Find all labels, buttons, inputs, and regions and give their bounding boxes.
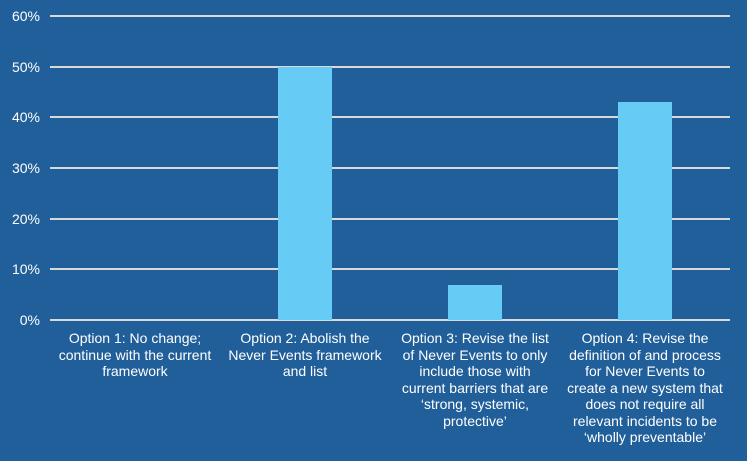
x-category-label: Option 1: No change; continue with the c… xyxy=(58,330,212,379)
y-tick-label: 20% xyxy=(11,210,40,227)
gridline xyxy=(50,116,730,119)
gridline xyxy=(50,217,730,220)
x-category-label: Option 3: Revise the list of Never Event… xyxy=(401,330,549,429)
y-tick-label: 30% xyxy=(11,160,40,176)
bar xyxy=(278,66,332,320)
y-tick-label: 60% xyxy=(11,8,40,24)
y-tick-label: 0% xyxy=(19,312,40,328)
x-category-label: Option 2: Abolish the Never Events frame… xyxy=(228,330,382,379)
y-tick-label: 50% xyxy=(11,58,40,75)
bar xyxy=(618,102,672,320)
y-tick-label: 40% xyxy=(11,109,40,126)
gridline xyxy=(50,65,730,68)
gridline xyxy=(50,167,730,169)
gridline xyxy=(50,15,730,17)
gridline xyxy=(50,268,730,271)
bar xyxy=(448,284,502,320)
gridline xyxy=(50,319,730,321)
y-tick-label: 10% xyxy=(11,261,40,278)
x-category-label: Option 4: Revise the definition of and p… xyxy=(567,330,723,445)
